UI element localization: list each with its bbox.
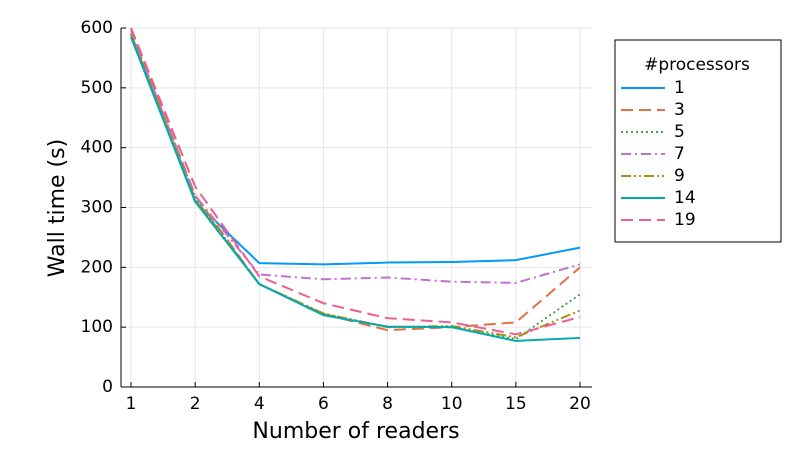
y-tick-label: 0 (102, 377, 113, 397)
legend-label: 1 (674, 78, 685, 98)
series-line (130, 30, 581, 284)
x-tick-label: 15 (505, 394, 527, 414)
series-line (130, 33, 581, 341)
x-axis-title: Number of readers (252, 419, 459, 444)
x-tick-label: 10 (441, 394, 463, 414)
series-line (130, 27, 581, 336)
legend-box (614, 39, 782, 243)
x-tick-label: 2 (190, 394, 201, 414)
series-line (130, 33, 581, 266)
y-tick-label: 300 (81, 198, 113, 218)
y-tick-label: 100 (81, 317, 113, 337)
series-line (130, 33, 581, 339)
y-tick-label: 200 (81, 257, 113, 277)
x-tick-label: 8 (382, 394, 393, 414)
x-tick-label: 4 (254, 394, 265, 414)
legend-label: 19 (674, 210, 696, 230)
y-tick-label: 600 (81, 18, 113, 38)
legend-label: 5 (674, 122, 685, 142)
series-line (130, 36, 581, 342)
x-tick-label: 20 (569, 394, 591, 414)
legend-label: 7 (674, 144, 685, 164)
y-tick-label: 400 (81, 138, 113, 158)
y-axis-title: Wall time (s) (45, 139, 70, 277)
series-line (130, 27, 581, 332)
x-tick-label: 6 (318, 394, 329, 414)
legend-title: #processors (644, 55, 750, 75)
y-tick-label: 500 (81, 78, 113, 98)
legend-label: 3 (674, 100, 685, 120)
legend-label: 14 (674, 188, 696, 208)
x-tick-label: 1 (126, 394, 137, 414)
legend-label: 9 (674, 166, 685, 186)
